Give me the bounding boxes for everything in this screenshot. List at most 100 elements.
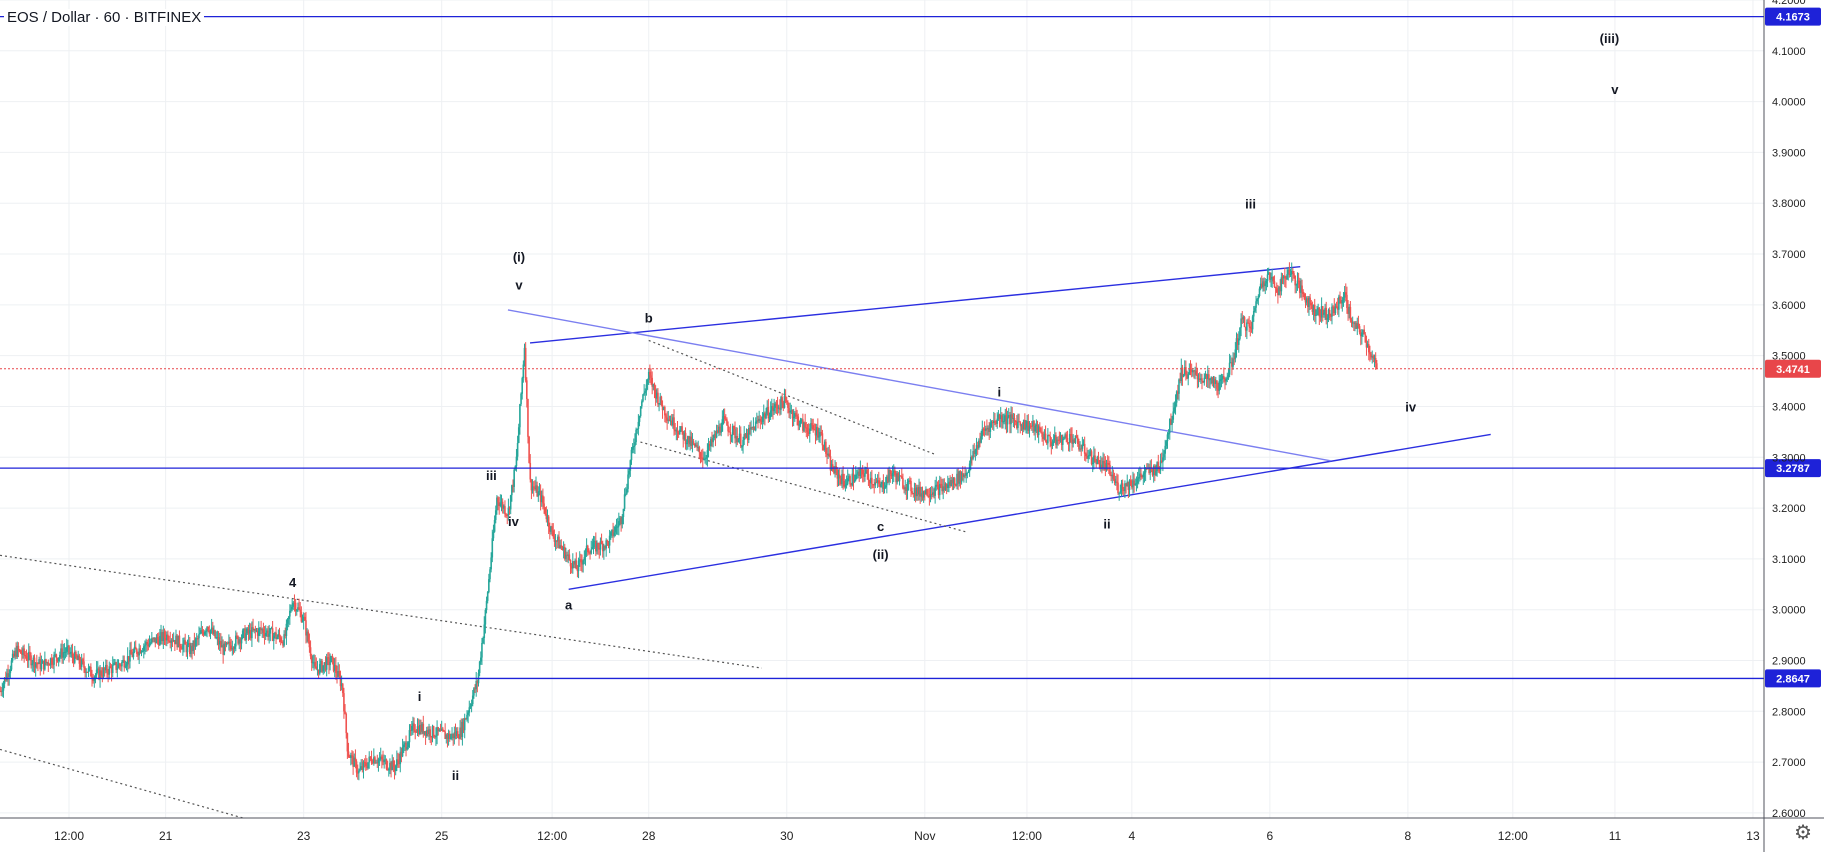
candle-body <box>126 656 129 665</box>
candle-body <box>310 656 313 664</box>
candle-body <box>874 482 877 486</box>
candle-body <box>483 624 486 638</box>
candle-body <box>1105 462 1108 471</box>
candle-body <box>218 641 221 645</box>
candle-body <box>1164 445 1166 454</box>
candle-body <box>309 647 312 657</box>
candle-body <box>969 456 972 464</box>
candle-body <box>320 660 322 665</box>
candle-body <box>1144 467 1147 473</box>
candle-body <box>231 648 234 650</box>
candle-body <box>728 431 731 433</box>
candle-body <box>491 538 494 558</box>
candle-body <box>915 487 918 497</box>
candle-body <box>1018 421 1020 423</box>
candle-body <box>382 759 384 763</box>
candle-body <box>818 436 820 438</box>
candle-body <box>691 441 694 446</box>
candle-body <box>1259 283 1262 289</box>
candle-body <box>1227 374 1230 379</box>
candle-body <box>205 630 207 632</box>
candle-body <box>1317 307 1319 310</box>
candle-body <box>780 397 782 410</box>
candle-body <box>486 592 489 601</box>
candle-body <box>76 656 78 660</box>
candle-body <box>1301 285 1303 292</box>
candle-body <box>207 626 209 631</box>
candle-body <box>996 418 999 424</box>
candle-body <box>297 607 299 611</box>
candle-body <box>313 661 315 663</box>
candle-body <box>1039 426 1041 432</box>
candle-body <box>1266 274 1269 281</box>
candle-body <box>700 457 703 459</box>
candle-body <box>1172 411 1175 420</box>
candle-body <box>800 419 803 421</box>
candle-body <box>1117 482 1119 494</box>
candle-body <box>547 516 550 527</box>
candle-body <box>1294 275 1296 286</box>
candle-body <box>138 648 140 656</box>
candle-body <box>1257 295 1260 300</box>
candle-body <box>802 419 804 431</box>
candle-body <box>220 641 222 648</box>
candle-body <box>522 364 525 379</box>
candle-body <box>1056 439 1058 445</box>
candle-body <box>9 669 12 674</box>
candle-body <box>14 650 16 657</box>
candle-body <box>98 668 100 679</box>
candle-body <box>838 474 841 479</box>
candle-body <box>38 659 40 664</box>
candle-body <box>845 483 848 486</box>
candle-body <box>1366 344 1369 348</box>
candle-body <box>987 427 989 430</box>
candle-body <box>258 628 260 636</box>
candle-body <box>1093 455 1095 463</box>
gear-icon[interactable]: ⚙ <box>1794 820 1812 844</box>
candle-body <box>570 566 573 569</box>
candle-body <box>453 732 456 739</box>
candle-body <box>362 762 365 770</box>
candle-body <box>596 543 598 552</box>
candle-body <box>637 421 640 429</box>
candle-body <box>1028 425 1031 431</box>
candle-body <box>237 636 239 644</box>
candle-body <box>1057 439 1060 441</box>
candle-body <box>202 632 205 635</box>
candle-body <box>1183 367 1186 375</box>
candle-body <box>1342 297 1345 301</box>
candle-body <box>592 541 595 548</box>
candle-body <box>1325 307 1328 320</box>
candle-body <box>624 493 627 495</box>
candle-body <box>1082 443 1085 445</box>
candle-body <box>716 430 719 433</box>
candle-body <box>543 503 545 508</box>
candle-body <box>990 422 993 424</box>
candle-body <box>291 606 293 610</box>
candle-body <box>470 704 473 707</box>
candle-body <box>941 484 943 492</box>
candle-body <box>251 627 253 639</box>
candle-body <box>979 440 981 443</box>
candle-body <box>515 456 518 467</box>
candle-body <box>490 557 492 570</box>
candle-body <box>1175 391 1178 403</box>
candle-body <box>1209 378 1211 381</box>
candle-body <box>759 418 762 421</box>
candle-body <box>1333 307 1336 314</box>
candle-body <box>822 445 825 450</box>
candle-body <box>914 487 917 497</box>
candle-body <box>94 675 97 678</box>
candle-body <box>1235 338 1238 350</box>
candle-body <box>162 632 165 642</box>
candle-body <box>742 439 744 447</box>
candle-body <box>222 645 224 655</box>
candle-body <box>306 631 308 636</box>
candle-body <box>647 371 650 380</box>
candle-body <box>1280 277 1283 292</box>
candle-body <box>535 485 537 490</box>
candle-body <box>879 483 881 488</box>
candle-body <box>999 415 1002 420</box>
